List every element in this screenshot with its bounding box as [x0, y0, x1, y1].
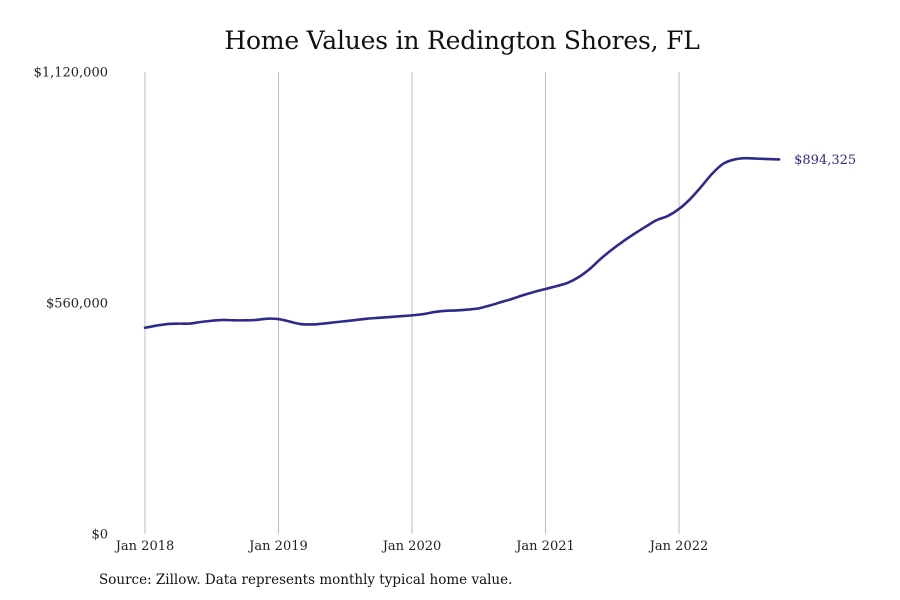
- x-tick-label-2: Jan 2020: [381, 539, 442, 554]
- source-note: Source: Zillow. Data represents monthly …: [99, 572, 513, 588]
- y-tick-label-2: $1,120,000: [34, 66, 108, 81]
- x-tick-label-0: Jan 2018: [114, 539, 175, 554]
- y-tick-label-1: $560,000: [46, 297, 108, 312]
- x-tick-label-1: Jan 2019: [247, 539, 308, 554]
- series-line: [143, 156, 781, 330]
- x-tick-label-4: Jan 2022: [648, 539, 709, 554]
- end-value-label: $894,325: [794, 153, 856, 168]
- chart-title: Home Values in Redington Shores, FL: [224, 26, 700, 55]
- y-tick-label-0: $0: [91, 528, 108, 543]
- x-tick-label-3: Jan 2021: [514, 539, 575, 554]
